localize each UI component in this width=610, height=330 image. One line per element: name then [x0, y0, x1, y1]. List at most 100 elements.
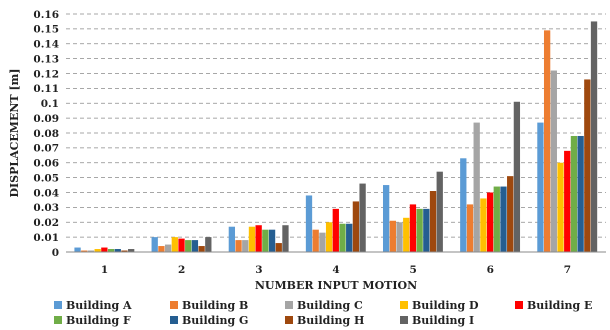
- bar-building-e-motion-6: [486, 192, 494, 252]
- bar-building-i-motion-6: [513, 101, 521, 252]
- bar-building-f-motion-3: [262, 229, 269, 252]
- bar-building-f-motion-7: [570, 135, 578, 252]
- y-tick-label: 0.12: [33, 68, 59, 80]
- bar-building-c-motion-5: [396, 222, 403, 252]
- legend-label: Building B: [182, 299, 248, 312]
- bar-building-i-motion-7: [590, 21, 598, 252]
- bar-building-c-motion-4: [319, 232, 326, 252]
- y-tick-label: 0.05: [33, 172, 59, 184]
- legend-swatch: [170, 316, 178, 324]
- legend-item-building-e: Building E: [515, 299, 592, 312]
- bar-building-i-motion-5: [436, 171, 443, 252]
- legend-swatch: [285, 316, 293, 324]
- y-tick-label: 0: [52, 247, 59, 259]
- bar-building-d-motion-1: [94, 249, 101, 252]
- y-tick-label: 0.02: [33, 217, 59, 229]
- bar-building-h-motion-7: [584, 79, 591, 252]
- bar-building-b-motion-4: [312, 229, 319, 252]
- bar-building-g-motion-4: [346, 223, 353, 252]
- bar-building-g-motion-5: [423, 208, 430, 252]
- bar-building-b-motion-5: [389, 220, 396, 252]
- legend-label: Building E: [527, 299, 592, 312]
- bar-building-a-motion-1: [74, 247, 81, 252]
- bar-building-h-motion-4: [352, 201, 360, 252]
- bar-building-g-motion-1: [114, 249, 121, 252]
- x-tick-label: 7: [564, 264, 571, 276]
- bar-building-c-motion-1: [87, 250, 95, 252]
- bar-building-h-motion-2: [198, 246, 205, 252]
- legend-label: Building A: [66, 299, 132, 312]
- bars: [74, 21, 598, 253]
- bar-building-f-motion-1: [107, 249, 115, 252]
- bar-building-c-motion-7: [550, 70, 557, 252]
- y-tick-label: 0.16: [33, 9, 59, 21]
- y-tick-label: 0.14: [33, 39, 59, 51]
- bar-building-d-motion-7: [557, 162, 564, 252]
- bar-building-b-motion-6: [466, 204, 474, 252]
- x-tick-label: 1: [101, 264, 108, 276]
- bar-building-a-motion-6: [460, 158, 467, 252]
- gridlines: [66, 13, 606, 238]
- legend-item-building-g: Building G: [170, 314, 248, 327]
- legend-label: Building H: [297, 314, 364, 327]
- bar-building-c-motion-6: [473, 122, 480, 252]
- y-tick-label: 0.08: [33, 128, 59, 140]
- bar-building-i-motion-4: [359, 183, 366, 252]
- bar-building-b-motion-7: [543, 30, 551, 252]
- bar-building-b-motion-3: [235, 240, 242, 252]
- bar-building-g-motion-7: [577, 135, 584, 252]
- legend-swatch: [54, 301, 62, 309]
- y-tick-label: 0.06: [33, 158, 59, 170]
- bar-building-a-motion-3: [228, 226, 236, 252]
- bar-building-d-motion-6: [480, 198, 487, 252]
- x-tick-labels: 1 2 3 4 5 6 7: [101, 264, 571, 276]
- legend-item-building-h: Building H: [285, 314, 364, 327]
- bar-building-i-motion-1: [128, 249, 135, 252]
- y-tick-label: 0.01: [33, 232, 59, 244]
- x-axis-title: NUMBER INPUT MOTION: [255, 279, 417, 292]
- x-tick-label: 6: [487, 264, 494, 276]
- y-tick-label: 0.13: [33, 53, 59, 65]
- bar-building-a-motion-4: [305, 195, 313, 252]
- x-tick-label: 5: [409, 264, 416, 276]
- bar-building-g-motion-3: [268, 229, 276, 252]
- y-tick-label: 0.1: [41, 98, 59, 110]
- legend-swatch: [170, 301, 178, 309]
- legend-label: Building F: [66, 314, 131, 327]
- bar-building-e-motion-2: [178, 238, 185, 252]
- bar-building-g-motion-2: [191, 240, 199, 252]
- x-tick-label: 4: [332, 264, 339, 276]
- bar-building-d-motion-2: [171, 237, 178, 253]
- y-tick-label: 0.03: [33, 202, 59, 214]
- legend-swatch: [54, 316, 62, 324]
- legend-label: Building C: [297, 299, 363, 312]
- bar-building-e-motion-1: [101, 247, 108, 252]
- y-tick-label: 0.07: [33, 143, 59, 155]
- legend-label: Building I: [412, 314, 474, 327]
- legend-item-building-d: Building D: [400, 299, 479, 312]
- bar-building-h-motion-5: [429, 191, 437, 252]
- bar-building-a-motion-2: [151, 237, 158, 253]
- legend-item-building-c: Building C: [285, 299, 363, 312]
- x-tick-label: 3: [255, 264, 262, 276]
- bar-building-a-motion-7: [537, 122, 544, 252]
- legend-label: Building D: [412, 299, 479, 312]
- bar-building-c-motion-2: [164, 244, 172, 252]
- legend-swatch: [400, 316, 408, 324]
- bar-building-h-motion-1: [121, 250, 128, 252]
- legend-item-building-i: Building I: [400, 314, 474, 327]
- x-tick-label: 2: [178, 264, 185, 276]
- legend: Building A Building B Building C Building D…: [54, 299, 592, 327]
- bar-building-b-motion-1: [81, 250, 88, 252]
- y-axis-title: DISPLACEMENT [m]: [8, 69, 21, 198]
- bar-building-a-motion-5: [382, 185, 390, 252]
- y-tick-label: 0.04: [33, 187, 59, 199]
- bar-building-d-motion-3: [248, 226, 256, 252]
- bar-building-h-motion-3: [275, 243, 282, 252]
- bar-building-f-motion-2: [185, 240, 192, 252]
- legend-swatch: [515, 301, 523, 309]
- y-tick-label: 0.15: [33, 24, 59, 36]
- legend-swatch: [400, 301, 408, 309]
- legend-item-building-a: Building A: [54, 299, 132, 312]
